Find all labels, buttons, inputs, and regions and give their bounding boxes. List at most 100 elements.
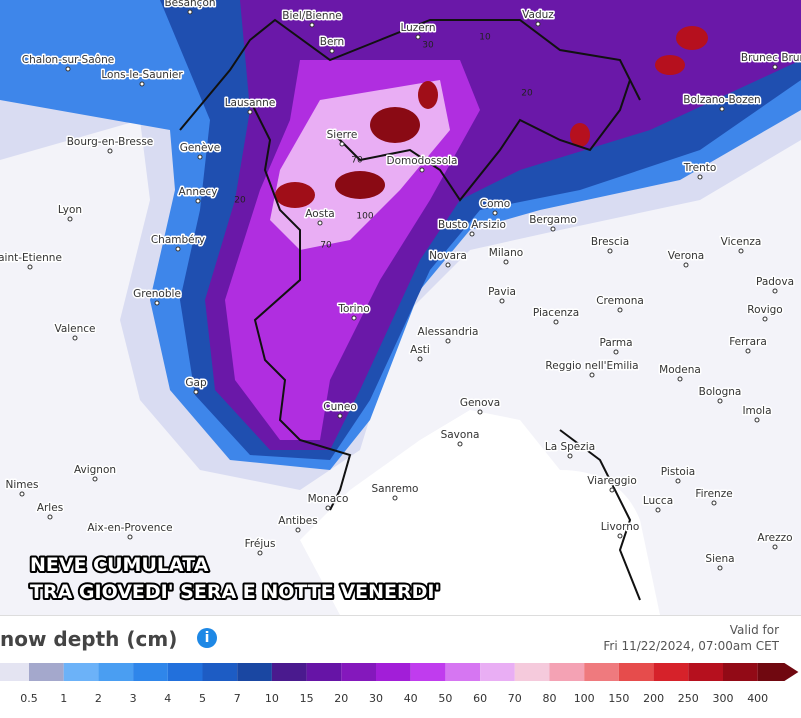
city-dot	[609, 487, 615, 493]
city-label: Aix-en-Provence	[87, 522, 172, 534]
legend: now depth (cm) i Valid for Fri 11/22/202…	[0, 615, 801, 718]
colorbar-segment	[202, 663, 238, 681]
city-dot	[469, 231, 475, 237]
city-dot	[325, 505, 331, 511]
colorbar-tick: 0.5	[20, 692, 38, 705]
contour-label: 100	[356, 212, 373, 222]
city-dot	[535, 21, 541, 27]
valid-time: Fri 11/22/2024, 07:00am CET	[603, 639, 779, 653]
city-dot	[617, 533, 623, 539]
borders	[179, 18, 641, 601]
contour-label: 20	[234, 196, 246, 206]
city-dot	[717, 565, 723, 571]
city-label: Bern	[320, 36, 344, 48]
colorbar-segment	[271, 663, 307, 681]
city-label: Besançon	[164, 0, 215, 9]
city-label: Brescia	[591, 236, 629, 248]
colorbar-tick: 7	[234, 692, 241, 705]
colorbar-segment	[341, 663, 376, 681]
colorbar: 0.5 1 2 3 4 5 7 10 15 20 30 40 50 60 70 80 100 150 200 250 3…	[0, 663, 799, 705]
city-label: Genova	[460, 397, 500, 409]
city-dot	[711, 500, 717, 506]
contour-label: 70	[351, 156, 363, 166]
info-icon[interactable]: i	[197, 628, 217, 648]
city-dot	[67, 216, 73, 222]
contour-label: 70	[320, 241, 332, 251]
city-label: Novara	[429, 250, 467, 262]
overlay-title: NEVE CUMULATA	[30, 554, 209, 576]
city-dot	[337, 413, 343, 419]
city-dot	[677, 376, 683, 382]
city-label: Antibes	[278, 515, 317, 527]
city-dot	[772, 64, 778, 70]
colorbar-segment	[98, 663, 134, 681]
colorbar-tick: 50	[438, 692, 452, 705]
colorbar-segment	[410, 663, 446, 681]
colorbar-segment	[306, 663, 342, 681]
snow-max	[676, 26, 708, 50]
city-label: Chambéry	[151, 234, 205, 246]
city-label: aint-Etienne	[0, 252, 62, 264]
city-dot	[295, 527, 301, 533]
city-dot	[27, 264, 33, 270]
map: Besançon Biel/Bienne Luzern Vaduz Bern Chalon…	[0, 0, 801, 615]
colorbar-segment	[445, 663, 481, 681]
colorbar-tick: 3	[130, 692, 137, 705]
city-dot	[72, 335, 78, 341]
city-label: Cremona	[596, 295, 644, 307]
city-dot	[65, 66, 71, 72]
city-dot	[613, 349, 619, 355]
valid-label: Valid for	[729, 623, 779, 637]
colorbar-segment	[0, 663, 29, 681]
colorbar-tick: 200	[643, 692, 664, 705]
city-dot	[175, 246, 181, 252]
colorbar-segment	[29, 663, 64, 681]
city-dot	[719, 106, 725, 112]
city-label: Pavia	[488, 286, 516, 298]
city-label: La Spezia	[545, 441, 595, 453]
colorbar-tick: 30	[369, 692, 383, 705]
city-dot	[477, 409, 483, 415]
city-label: Valence	[54, 323, 95, 335]
city-label: Pistoia	[661, 466, 695, 478]
city-dot	[92, 476, 98, 482]
city-label: Genève	[180, 142, 220, 154]
city-label: Bologna	[699, 386, 742, 398]
overlay-title: TRA GIOVEDI' SERA E NOTTE VENERDI'	[30, 581, 440, 603]
city-dot	[392, 495, 398, 501]
snow-max	[335, 171, 385, 199]
city-dot	[762, 316, 768, 322]
colorbar-segment	[237, 663, 272, 681]
city-label: Torino	[337, 303, 369, 315]
city-label: Reggio nell'Emilia	[545, 360, 638, 372]
colorbar-segment	[549, 663, 585, 681]
colorbar-tick: 20	[334, 692, 348, 705]
city-label: Imola	[742, 405, 771, 417]
colorbar-segment	[584, 663, 619, 681]
city-dot	[195, 198, 201, 204]
city-dot	[617, 307, 623, 313]
city-label: Bolzano-Bozen	[683, 94, 760, 106]
colorbar-tick: 70	[508, 692, 522, 705]
city-dot	[589, 372, 595, 378]
city-label: Verona	[668, 250, 704, 262]
snow-max	[570, 123, 590, 147]
city-dot	[417, 356, 423, 362]
city-label: Milano	[489, 247, 523, 259]
city-label: Nimes	[6, 479, 39, 491]
city-dot	[154, 300, 160, 306]
colorbar-tick: 10	[265, 692, 279, 705]
city-label: Arles	[37, 502, 63, 514]
colorbar-tick: 1	[60, 692, 67, 705]
city-dot	[415, 34, 421, 40]
city-label: Aosta	[305, 208, 334, 220]
city-label: Brunec Bruni	[741, 52, 801, 64]
city-dot	[247, 109, 253, 115]
city-dot	[339, 141, 345, 147]
city-label: Gap	[185, 377, 207, 389]
city-label: Trento	[683, 162, 717, 174]
city-label: Rovigo	[747, 304, 782, 316]
city-label: Cuneo	[323, 401, 357, 413]
city-label: Piacenza	[533, 307, 579, 319]
city-label: Padova	[756, 276, 794, 288]
